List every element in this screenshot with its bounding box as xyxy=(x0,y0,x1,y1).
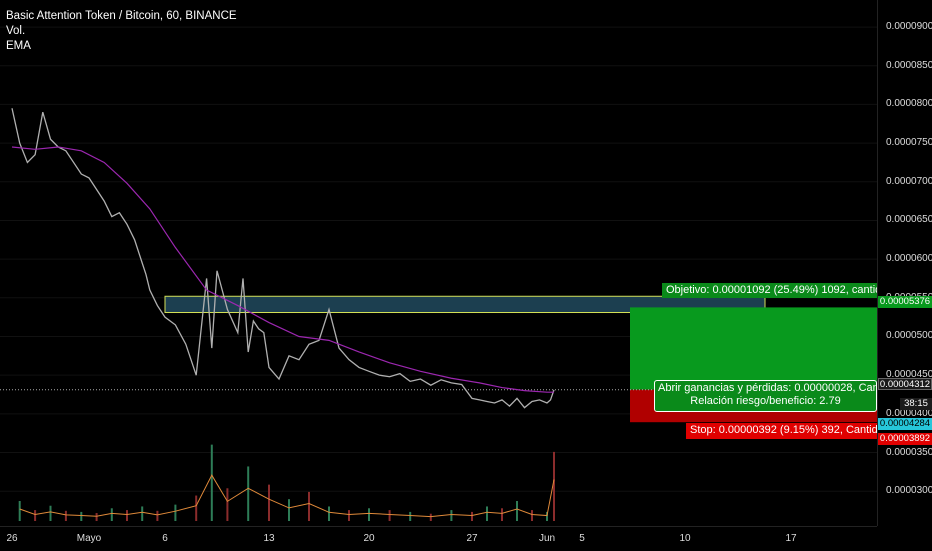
volume-bar xyxy=(328,506,330,521)
ema-line xyxy=(11,146,554,393)
ema-indicator-label[interactable]: EMA xyxy=(6,40,31,52)
candle-timer-label: 38:15 xyxy=(900,398,932,410)
volume-indicator-label[interactable]: Vol. xyxy=(6,25,26,37)
time-tick-label: 20 xyxy=(363,533,375,544)
volume-bar xyxy=(49,505,52,521)
profit-zone[interactable] xyxy=(630,307,877,390)
supply-zone-rectangle[interactable] xyxy=(164,295,766,314)
volume-bar xyxy=(546,511,548,521)
volume-bar xyxy=(64,510,67,521)
target-annotation-text: Objetivo: 0.00001092 (25.49%) 1092, cant… xyxy=(666,284,877,296)
volume-bar xyxy=(110,508,113,521)
volume-bar xyxy=(210,444,213,521)
time-tick-label: 26 xyxy=(6,533,18,544)
volume-bar xyxy=(516,501,518,521)
volume-bar xyxy=(429,513,432,521)
volume-bar xyxy=(141,506,144,521)
symbol-title[interactable]: Basic Attention Token / Bitcoin, 60, BIN… xyxy=(6,10,237,22)
chart-legend: Basic Attention Token / Bitcoin, 60, BIN… xyxy=(6,9,237,54)
price-series xyxy=(11,108,555,409)
volume-bars xyxy=(18,444,555,521)
volume-bar xyxy=(226,488,229,521)
volume-bar xyxy=(368,508,370,521)
volume-bar xyxy=(308,491,310,521)
volume-bar xyxy=(531,510,533,521)
open-pnl-annotation[interactable]: Abrir ganancias y pérdidas: 0.00000028, … xyxy=(654,380,877,412)
stop-annotation[interactable]: Stop: 0.00000392 (9.15%) 392, Cantidad xyxy=(686,423,877,439)
volume-bar xyxy=(288,499,290,521)
volume-bar xyxy=(268,484,270,521)
volume-bar xyxy=(174,504,177,521)
risk-reward-text: Relación riesgo/beneficio: 2.79 xyxy=(690,395,841,407)
volume-bar xyxy=(409,511,412,521)
open-pnl-text: Abrir ganancias y pérdidas: 0.00000028, … xyxy=(658,382,876,394)
volume-bar xyxy=(126,510,128,521)
time-tick-label: 10 xyxy=(679,533,691,544)
volume-bar xyxy=(388,510,391,521)
volume-bar xyxy=(18,501,21,521)
volume-bar xyxy=(247,466,250,521)
current-price-label: 0.00004312 xyxy=(878,378,932,390)
volume-bar xyxy=(80,511,83,521)
volume-bar xyxy=(553,451,555,521)
target-price-label: 0.00005376 xyxy=(878,296,932,308)
volume-bar xyxy=(195,495,198,521)
volume-bar xyxy=(156,510,159,521)
time-axis[interactable]: 26 Mayo 6 13 20 27 Jun 5 10 17 xyxy=(0,526,877,551)
time-tick-label: Jun xyxy=(538,533,556,544)
volume-bar xyxy=(471,511,473,521)
price-tick-label: 0.00003000 xyxy=(886,485,932,497)
volume-bar xyxy=(95,513,98,521)
ema-price-label: 0.00004284 xyxy=(878,418,932,430)
volume-bar xyxy=(501,508,503,521)
time-tick-label: 27 xyxy=(466,533,478,544)
time-tick-label: 5 xyxy=(579,533,585,544)
time-tick-label: 13 xyxy=(263,533,275,544)
target-annotation[interactable]: Objetivo: 0.00001092 (25.49%) 1092, cant… xyxy=(662,283,877,298)
volume-ma-line xyxy=(19,474,555,518)
volume-bar xyxy=(34,510,37,521)
time-tick-label: 6 xyxy=(162,533,168,544)
stop-price-label: 0.00003892 xyxy=(878,433,932,445)
volume-bar xyxy=(348,510,350,521)
volume-bar xyxy=(486,506,488,521)
price-line xyxy=(11,108,555,409)
time-tick-label: 17 xyxy=(785,533,797,544)
stop-annotation-text: Stop: 0.00000392 (9.15%) 392, Cantidad xyxy=(690,424,877,436)
time-tick-label: Mayo xyxy=(76,533,102,544)
volume-bar xyxy=(450,510,453,521)
